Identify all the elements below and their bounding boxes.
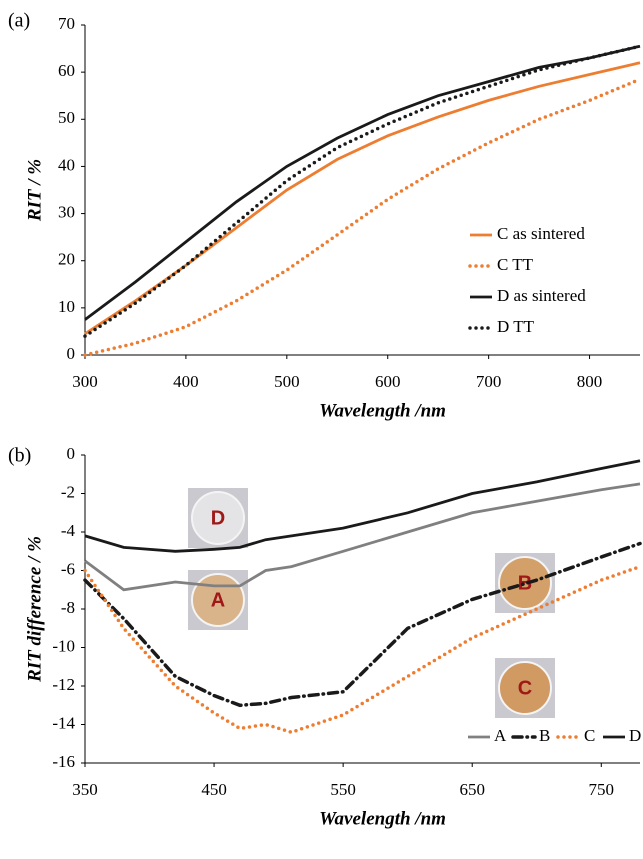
y-tick-label: 70 xyxy=(58,14,75,33)
x-tick-label: 300 xyxy=(72,372,98,391)
x-axis-label: Wavelength /nm xyxy=(319,808,446,829)
y-tick-label: -6 xyxy=(61,559,75,578)
series-line xyxy=(83,44,642,338)
x-tick-label: 600 xyxy=(375,372,401,391)
y-tick-label: 30 xyxy=(58,202,75,221)
legend-label: D TT xyxy=(497,317,535,336)
series-line xyxy=(84,459,641,553)
x-tick-label: 400 xyxy=(173,372,199,391)
y-tick-label: -8 xyxy=(61,598,75,617)
y-tick-label: -16 xyxy=(52,752,75,771)
legend-label: C xyxy=(584,726,595,745)
y-tick-label: 40 xyxy=(58,155,75,174)
sample-label: A xyxy=(211,589,225,611)
legend-label: B xyxy=(539,726,550,745)
sample-label: D xyxy=(211,507,225,529)
sample-label: C xyxy=(518,677,532,699)
y-tick-label: 0 xyxy=(67,344,76,363)
sample-disc xyxy=(498,661,552,715)
y-axis-label: RIT / % xyxy=(24,159,45,222)
x-tick-label: 650 xyxy=(459,780,485,799)
legend-label: D xyxy=(629,726,641,745)
legend-label: C TT xyxy=(497,255,534,274)
panel-label: (a) xyxy=(8,10,30,32)
x-tick-label: 800 xyxy=(577,372,603,391)
series-line xyxy=(84,44,641,321)
y-tick-label: -2 xyxy=(61,482,75,501)
x-tick-label: 550 xyxy=(330,780,356,799)
y-axis-label: RIT difference / % xyxy=(24,536,45,683)
legend-label: A xyxy=(494,726,507,745)
x-tick-label: 450 xyxy=(201,780,227,799)
series-line xyxy=(83,564,642,735)
y-tick-label: 50 xyxy=(58,108,75,127)
series-line xyxy=(83,541,642,708)
y-tick-label: -10 xyxy=(52,636,75,655)
sample-disc xyxy=(498,556,552,610)
y-tick-label: -12 xyxy=(52,675,75,694)
y-tick-label: 10 xyxy=(58,297,75,316)
x-tick-label: 500 xyxy=(274,372,300,391)
y-tick-label: 60 xyxy=(58,61,75,80)
y-tick-label: -4 xyxy=(61,521,76,540)
sample-disc xyxy=(191,491,245,545)
legend-label: D as sintered xyxy=(497,286,586,305)
legend-label: C as sintered xyxy=(497,224,585,243)
x-tick-label: 750 xyxy=(589,780,615,799)
y-tick-label: 20 xyxy=(58,250,75,269)
sample-label: B xyxy=(518,572,532,594)
series-line xyxy=(84,482,641,592)
x-tick-label: 700 xyxy=(476,372,502,391)
y-tick-label: 0 xyxy=(67,444,76,463)
x-axis-label: Wavelength /nm xyxy=(319,400,446,421)
y-tick-label: -14 xyxy=(52,713,75,732)
panel-label: (b) xyxy=(8,445,31,467)
x-tick-label: 350 xyxy=(72,780,98,799)
series-line xyxy=(83,77,642,357)
